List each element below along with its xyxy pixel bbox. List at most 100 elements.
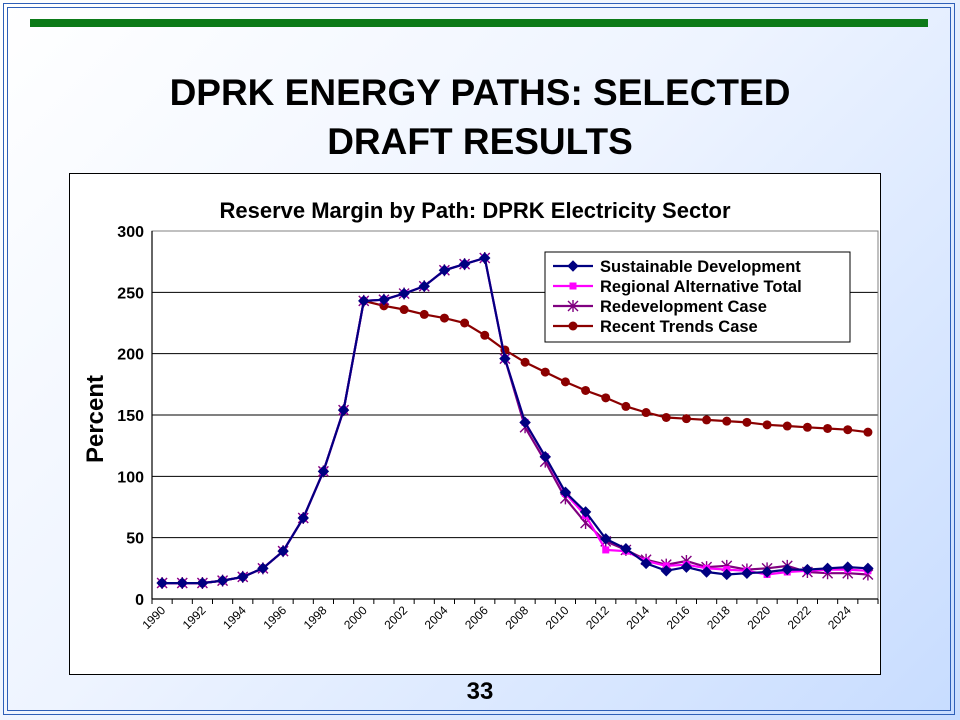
data-point-s3	[379, 301, 389, 311]
data-point-s0	[337, 404, 350, 416]
data-point-s3	[863, 427, 873, 437]
data-point-s0	[499, 352, 511, 365]
reserve-margin-chart: Reserve Margin by Path: DPRK Electricity…	[82, 198, 879, 632]
legend-marker-0	[567, 260, 579, 272]
y-tick-label: 300	[117, 224, 144, 241]
x-tick-label: 1994	[220, 603, 249, 632]
data-point-s0	[700, 566, 713, 578]
data-point-s3	[823, 423, 833, 433]
data-point-s0	[196, 577, 209, 589]
data-point-s0	[277, 545, 289, 557]
y-tick-label: 200	[117, 347, 144, 364]
slide-frame-inner	[7, 7, 951, 711]
data-point-s0	[680, 561, 693, 573]
x-tick-label: 2018	[704, 603, 733, 632]
data-point-s3	[621, 401, 631, 411]
data-point-s3	[722, 416, 732, 426]
data-point-s0	[479, 252, 491, 264]
slide-title-line1: DPRK ENERGY PATHS: SELECTED	[169, 72, 791, 113]
y-axis-label: Percent	[82, 375, 109, 463]
data-point-s3	[782, 421, 792, 431]
data-point-s3	[702, 415, 712, 425]
x-tick-label: 2006	[462, 603, 491, 632]
legend-label-2: Redevelopment Case	[600, 298, 767, 316]
y-tick-label: 50	[126, 531, 144, 548]
data-point-s0	[398, 287, 410, 300]
data-point-s0	[862, 562, 874, 575]
data-point-s3	[560, 377, 570, 387]
legend-marker-3	[568, 321, 578, 331]
data-point-s0	[358, 295, 370, 307]
data-point-s0	[721, 568, 733, 581]
data-point-s0	[781, 563, 793, 576]
data-point-s3	[601, 393, 611, 403]
x-tick-label: 2010	[543, 603, 572, 632]
data-point-s0	[378, 293, 390, 306]
data-point-s0	[620, 542, 632, 555]
x-tick-label: 2014	[623, 603, 652, 632]
data-point-s0	[519, 416, 531, 429]
x-tick-label: 2020	[744, 603, 773, 632]
data-point-s3	[742, 417, 752, 427]
top-rule	[30, 19, 928, 27]
legend-box	[544, 251, 851, 343]
data-point-s0	[438, 264, 451, 276]
x-tick-label: 2002	[381, 603, 410, 632]
data-point-s0	[539, 450, 551, 463]
data-point-s0	[801, 563, 814, 576]
legend-marker-2	[567, 300, 579, 312]
data-point-s1	[602, 546, 610, 554]
x-tick-label: 2024	[825, 603, 854, 632]
data-point-s0	[842, 561, 854, 573]
data-point-s3	[419, 309, 429, 319]
data-point-s0	[418, 280, 430, 292]
x-tick-label: 2022	[785, 603, 814, 632]
x-tick-label: 2012	[583, 603, 612, 632]
y-tick-label: 100	[117, 469, 144, 486]
y-tick-label: 0	[135, 592, 144, 609]
y-tick-label: 150	[117, 408, 144, 425]
data-point-s0	[216, 574, 229, 587]
data-point-s0	[761, 566, 773, 578]
x-tick-label: 2008	[502, 603, 531, 632]
data-point-s0	[297, 512, 309, 524]
data-point-s3	[802, 422, 812, 432]
data-point-s0	[741, 567, 753, 579]
data-point-s3	[460, 318, 470, 328]
data-point-s3	[399, 305, 409, 315]
data-point-s3	[641, 408, 651, 418]
chart-container: Reserve Margin by Path: DPRK Electricity…	[69, 173, 881, 675]
data-point-s3	[540, 367, 550, 377]
data-point-s0	[821, 562, 834, 575]
x-tick-label: 1998	[301, 603, 330, 632]
page-number: 33	[466, 678, 494, 705]
data-point-s0	[640, 557, 652, 570]
data-point-s0	[176, 577, 188, 589]
data-point-s3	[762, 420, 772, 430]
series-line-3	[162, 299, 869, 585]
slide-frame	[3, 3, 955, 715]
legend-label-3: Recent Trends Case	[600, 318, 758, 336]
data-point-s0	[600, 533, 612, 545]
x-tick-label: 2000	[341, 603, 370, 632]
chart-title: Reserve Margin by Path: DPRK Electricity…	[219, 198, 730, 223]
x-tick-label: 2004	[422, 603, 451, 632]
x-tick-label: 2016	[664, 603, 693, 632]
data-point-s3	[681, 414, 691, 424]
data-point-s0	[156, 577, 168, 589]
data-point-s0	[559, 486, 572, 498]
data-point-s3	[480, 330, 490, 340]
x-tick-label: 1992	[180, 603, 209, 632]
data-point-s0	[237, 571, 249, 583]
x-tick-label: 1996	[260, 603, 289, 632]
data-point-s0	[660, 565, 672, 577]
data-point-s3	[661, 412, 671, 422]
slide-title-line2: DRAFT RESULTS	[327, 121, 633, 162]
data-point-s0	[257, 562, 269, 575]
data-point-s3	[581, 385, 591, 395]
data-point-s0	[458, 258, 471, 270]
legend-marker-1	[569, 282, 577, 290]
legend-label-1: Regional Alternative Total	[600, 278, 802, 296]
data-point-s3	[439, 313, 449, 323]
